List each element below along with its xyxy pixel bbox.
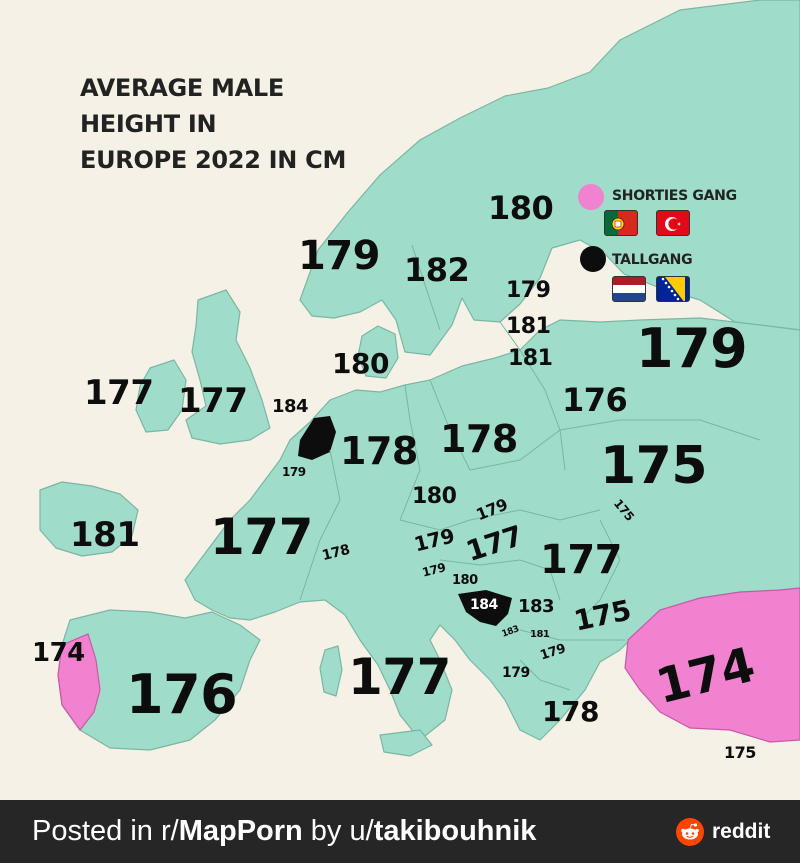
reddit-logo[interactable]: reddit — [676, 818, 770, 846]
label-russia: 179 — [636, 317, 748, 380]
sardinia-shape — [319, 645, 343, 697]
turkey-shape — [624, 587, 800, 743]
portugal-flag — [604, 210, 638, 236]
tallgang-label: TALLGANG — [612, 252, 693, 268]
denmark-shape — [357, 325, 399, 379]
footer-prefix: Posted in r/ — [32, 815, 179, 847]
title-line-1: AVERAGE MALE — [80, 74, 284, 102]
netherlands-flag — [612, 276, 646, 302]
label-iceland: 181 — [70, 515, 140, 555]
mainland-europe-shape — [184, 317, 800, 741]
netherlands-shape — [298, 416, 336, 460]
label-belarus: 176 — [562, 381, 628, 419]
label-bosnia: 184 — [470, 597, 498, 613]
label-finland: 180 — [488, 189, 554, 227]
footer-credit: Posted in r/MapPorn by u/takibouhnik — [32, 815, 536, 848]
label-ireland: 177 — [84, 373, 154, 413]
great-britain-shape — [185, 289, 271, 445]
label-serbia: 183 — [518, 596, 555, 617]
label-uk: 177 — [178, 381, 248, 421]
label-romania: 177 — [540, 537, 623, 583]
label-croatia: 180 — [452, 573, 478, 588]
label-norway: 179 — [298, 233, 381, 279]
map-title: AVERAGE MALE HEIGHT IN EUROPE 2022 IN CM — [80, 70, 346, 178]
subreddit-link[interactable]: MapPorn — [178, 815, 303, 847]
label-latvia: 181 — [506, 314, 551, 339]
label-ukraine: 175 — [600, 436, 708, 496]
label-spain: 176 — [126, 663, 238, 726]
title-line-3: EUROPE 2022 IN CM — [80, 146, 347, 174]
bosnia-triangle-icon — [661, 277, 685, 301]
label-poland: 178 — [440, 417, 518, 461]
label-belgium: 179 — [282, 465, 306, 479]
reddit-alien-icon — [676, 818, 704, 846]
label-sweden: 182 — [404, 251, 470, 289]
sicily-shape — [379, 729, 433, 757]
europe-map — [39, 0, 800, 757]
bosnia-shape — [458, 590, 512, 626]
portugal-emblem-icon — [611, 217, 625, 231]
label-germany: 178 — [340, 429, 418, 473]
shorties-gang-label: SHORTIES GANG — [612, 188, 737, 204]
crescent-star-icon — [665, 217, 681, 231]
label-estonia: 179 — [506, 278, 551, 303]
bosnia-flag — [656, 276, 690, 302]
scandinavia-russia-shape — [299, 0, 800, 356]
tallgang-dot — [580, 246, 606, 272]
label-greece: 178 — [542, 695, 599, 728]
title-line-2: HEIGHT IN — [80, 110, 217, 138]
shorties-gang-dot — [578, 184, 604, 210]
footer-bar: Posted in r/MapPorn by u/takibouhnik red… — [0, 800, 800, 863]
ireland-shape — [135, 359, 187, 433]
label-netherlands: 184 — [272, 396, 309, 417]
label-kosovo: 181 — [530, 629, 550, 640]
label-france: 177 — [210, 508, 313, 566]
country-borders — [299, 244, 761, 691]
label-lithuania: 181 — [508, 346, 553, 371]
iceland-shape — [39, 481, 139, 557]
label-portugal: 174 — [32, 638, 85, 668]
turkey-flag — [656, 210, 690, 236]
reddit-wordmark: reddit — [712, 820, 771, 843]
label-denmark: 180 — [332, 347, 389, 380]
user-link[interactable]: takibouhnik — [373, 815, 537, 847]
label-cyprus: 175 — [724, 743, 756, 762]
portugal-shape — [57, 633, 101, 732]
footer-middle: by u/ — [302, 815, 374, 847]
label-albania: 179 — [502, 665, 530, 681]
label-czechia: 180 — [412, 484, 457, 509]
label-italy: 177 — [348, 648, 451, 706]
